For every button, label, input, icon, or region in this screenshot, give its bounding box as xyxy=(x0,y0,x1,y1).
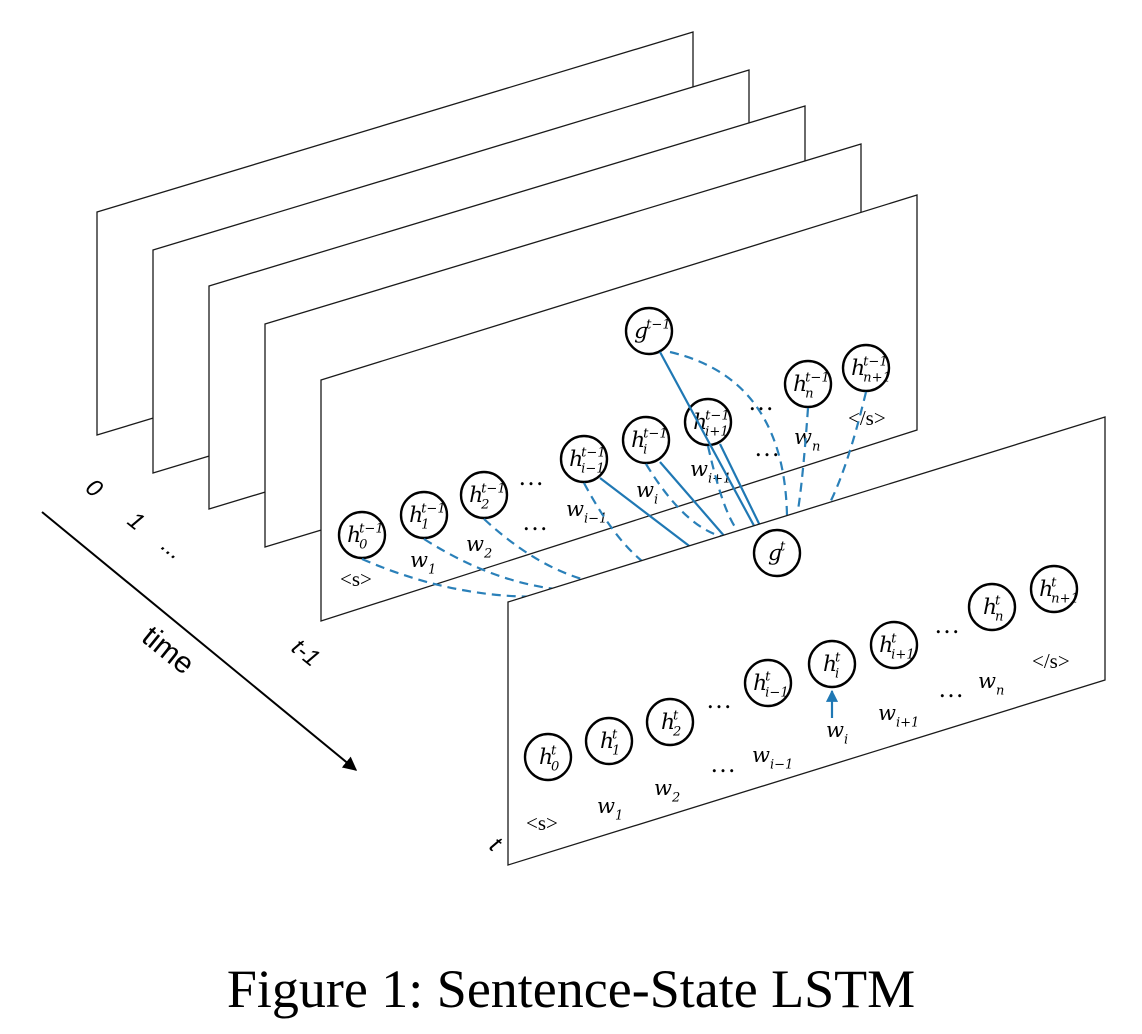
curr-global-node-circle xyxy=(752,528,802,578)
prev-global-node: gt−1 xyxy=(624,306,674,356)
curr-hidden-node-4-circle xyxy=(807,639,857,689)
layer-panel-current xyxy=(507,416,1106,866)
curr-ellipsis-words-2: … xyxy=(938,674,964,703)
curr-global-node-label: gt xyxy=(768,539,786,566)
curr-hidden-node-0-label: ht 0 xyxy=(539,743,559,774)
time-tick-4: t xyxy=(484,832,507,858)
prev-hidden-node-4-label: ht−1 i xyxy=(631,426,668,457)
prev-hidden-node-6-label: ht−1 n xyxy=(793,370,830,401)
curr-word-3: wi−1 xyxy=(752,743,793,772)
prev-hidden-node-4-circle xyxy=(621,415,671,465)
curr-ellipsis-nodes: … xyxy=(706,685,732,714)
prev-hidden-node-3-label: ht−1 i−1 xyxy=(569,445,606,476)
figure-caption: Figure 1: Sentence-State LSTM xyxy=(226,959,916,1019)
sentence-state-lstm-diagram: ht−1 0 ht−1 1 ht−1 2 ht−1 i−1 ht−1 i ht−1 i+1 ht−1 n h… xyxy=(41,31,1106,866)
curr-word-1: w1 xyxy=(597,794,623,823)
prev-global-node-label: gt−1 xyxy=(634,317,671,344)
prev-global-node-circle xyxy=(624,306,674,356)
time-axis-label: time xyxy=(136,620,201,681)
curr-hidden-node-3: ht i−1 xyxy=(743,658,793,708)
curr-hidden-node-4: ht i xyxy=(807,639,857,689)
time-tick-1: 1 xyxy=(122,507,149,536)
curr-word-6: wn xyxy=(978,669,1004,698)
curr-word-5: wi+1 xyxy=(878,701,919,730)
prev-word-1: w1 xyxy=(410,548,436,577)
prev-hidden-node-0: ht−1 0 xyxy=(337,510,387,560)
prev-hidden-node-5-circle xyxy=(683,397,733,447)
prev-hidden-node-1-label: ht−1 1 xyxy=(409,501,446,532)
prev-layer-group: ht−1 0 ht−1 1 ht−1 2 ht−1 i−1 ht−1 i ht−1 i+1 ht−1 n h… xyxy=(337,306,891,591)
prev-word-0: <s> xyxy=(340,567,372,591)
prev-hidden-node-5: ht−1 i+1 xyxy=(683,397,733,447)
dashed-edge-global xyxy=(669,350,794,532)
time-tick-2: ... xyxy=(156,532,189,566)
prev-hidden-node-2-circle xyxy=(459,470,509,520)
time-tick-3: t-1 xyxy=(286,634,325,673)
curr-hidden-node-4-label: ht i xyxy=(823,650,841,681)
curr-hidden-node-0: ht 0 xyxy=(523,732,573,782)
prev-word-4: wi xyxy=(636,478,658,507)
curr-hidden-node-3-label: ht i−1 xyxy=(753,669,789,700)
prev-hidden-node-7: ht−1 n+1 xyxy=(841,343,891,393)
curr-global-node: gt xyxy=(752,528,802,578)
curr-hidden-node-5: ht i+1 xyxy=(869,620,919,670)
curr-hidden-node-2-label: ht 2 xyxy=(661,708,681,739)
time-tick-0: 0 xyxy=(80,474,108,504)
curr-ellipsis-nodes-2: … xyxy=(934,610,960,639)
prev-hidden-node-0-circle xyxy=(337,510,387,560)
curr-hidden-node-6-label: ht n xyxy=(983,593,1003,624)
curr-word-2: w2 xyxy=(654,776,680,805)
prev-hidden-node-2-label: ht−1 2 xyxy=(469,481,506,512)
curr-hidden-node-2: ht 2 xyxy=(645,697,695,747)
prev-hidden-node-3-circle xyxy=(559,434,609,484)
curr-hidden-node-0-circle xyxy=(523,732,573,782)
prev-word-7: </s> xyxy=(848,406,886,430)
prev-hidden-node-2: ht−1 2 xyxy=(459,470,509,520)
prev-hidden-node-7-circle xyxy=(841,343,891,393)
prev-word-3: wi−1 xyxy=(566,497,607,526)
curr-hidden-node-2-circle xyxy=(645,697,695,747)
curr-hidden-node-3-circle xyxy=(743,658,793,708)
prev-word-5: wi+1 xyxy=(690,457,731,486)
prev-hidden-node-4: ht−1 i xyxy=(621,415,671,465)
curr-word-4: wi xyxy=(826,718,848,747)
prev-hidden-node-1-circle xyxy=(399,490,449,540)
curr-hidden-node-7-label: ht n+1 xyxy=(1039,575,1079,606)
curr-hidden-node-1-label: ht 1 xyxy=(600,727,620,758)
curr-hidden-node-1-circle xyxy=(584,716,634,766)
curr-hidden-node-5-circle xyxy=(869,620,919,670)
curr-word-0: <s> xyxy=(526,811,558,835)
curr-layer-group: ht 0 ht 1 ht 2 ht i−1 ht i ht i+1 ht n ht n+1 gt <s> w1 w2 w… xyxy=(523,528,1079,835)
prev-hidden-node-3: ht−1 i−1 xyxy=(559,434,609,484)
prev-hidden-node-5-label: ht−1 i+1 xyxy=(693,408,730,439)
prev-ellipsis-nodes: … xyxy=(518,462,544,491)
dashed-edge-4 xyxy=(645,463,759,545)
prev-hidden-node-6-circle xyxy=(783,359,833,409)
prev-hidden-node-1: ht−1 1 xyxy=(399,490,449,540)
prev-word-6: wn xyxy=(794,425,820,454)
time-axis-arrow xyxy=(41,511,358,771)
curr-hidden-node-5-label: ht i+1 xyxy=(879,631,915,662)
curr-hidden-node-6: ht n xyxy=(967,582,1017,632)
curr-hidden-node-7: ht n+1 xyxy=(1029,564,1079,614)
prev-hidden-node-6: ht−1 n xyxy=(783,359,833,409)
curr-ellipsis-words: … xyxy=(710,749,736,778)
prev-word-2: w2 xyxy=(466,532,492,561)
prev-ellipsis-words: … xyxy=(522,507,548,536)
prev-hidden-node-0-label: ht−1 0 xyxy=(347,521,384,552)
curr-word-7: </s> xyxy=(1032,649,1070,673)
curr-hidden-node-7-circle xyxy=(1029,564,1079,614)
prev-hidden-node-7-label: ht−1 n+1 xyxy=(851,354,891,385)
curr-hidden-node-1: ht 1 xyxy=(584,716,634,766)
curr-hidden-node-6-circle xyxy=(967,582,1017,632)
